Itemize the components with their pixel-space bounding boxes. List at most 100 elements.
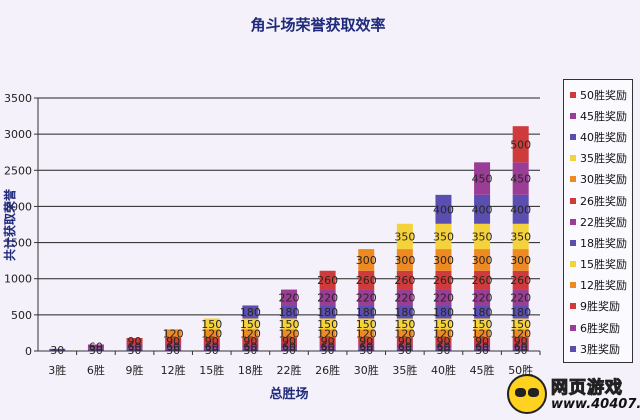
x-tick-label: 22胜 <box>277 363 302 377</box>
data-label: 180 <box>510 306 531 319</box>
bar-segment <box>474 249 491 271</box>
data-label: 90 <box>243 335 257 348</box>
data-label: 90 <box>398 335 412 348</box>
bar-segment <box>281 329 297 338</box>
data-label: 120 <box>433 328 454 341</box>
bar-segment <box>396 344 413 349</box>
bar-segment <box>435 270 452 290</box>
legend-item: 15胜奖励 <box>570 254 632 275</box>
data-label: 60 <box>89 341 103 354</box>
legend-item: 40胜奖励 <box>570 126 632 147</box>
data-label: 90 <box>475 335 489 348</box>
x-tick-label: 18胜 <box>238 363 263 377</box>
bar-segment <box>474 337 491 345</box>
legend-label: 18胜奖励 <box>580 236 627 250</box>
bar-segment <box>396 329 413 338</box>
bar-segment <box>87 348 104 351</box>
bars <box>49 126 529 351</box>
x-tick-label: 12胜 <box>161 363 186 377</box>
bar-segment <box>435 194 452 224</box>
bar-segment <box>435 223 452 250</box>
bar-segment <box>126 337 143 345</box>
data-label: 150 <box>510 318 531 331</box>
bar-segment <box>319 348 336 351</box>
legend-item: 26胜奖励 <box>570 190 632 211</box>
legend-label: 6胜奖励 <box>580 321 620 335</box>
bar-segment <box>512 348 529 351</box>
legend-item: 3胜奖励 <box>570 338 632 359</box>
bar-segment <box>435 305 452 319</box>
bar-segment <box>396 223 413 250</box>
bar-segment <box>512 305 529 319</box>
bar-segment <box>281 305 297 319</box>
data-label: 220 <box>510 292 531 305</box>
bar-segment <box>165 329 182 338</box>
bar-segment <box>281 344 297 349</box>
legend-item: 50胜奖励 <box>570 84 632 105</box>
x-axis-ticks: 3胜 6胜 9胜 12胜 15胜 18胜 22胜 26胜 30胜 35胜 40胜 45胜 50胜 <box>48 351 541 377</box>
data-label: 90 <box>282 335 296 348</box>
y-tick-label: 500 <box>11 309 32 322</box>
legend-item: 30胜奖励 <box>570 169 632 190</box>
bar-segment <box>126 348 143 351</box>
legend-swatch <box>570 176 576 183</box>
data-label: 260 <box>472 274 493 287</box>
data-label: 60 <box>166 341 180 354</box>
legend-item: 45胜奖励 <box>570 105 632 126</box>
bar-segment <box>474 305 491 319</box>
bar-segment <box>512 344 529 349</box>
bar-segment <box>512 289 529 306</box>
data-label: 120 <box>317 328 338 341</box>
data-label: 90 <box>436 335 450 348</box>
data-label: 120 <box>356 328 377 341</box>
bar-segment <box>396 318 413 330</box>
x-tick-label: 9胜 <box>126 363 144 377</box>
bar-segment <box>319 305 336 319</box>
bar-segment <box>396 305 413 319</box>
bar-segment <box>358 270 375 290</box>
data-label: 30 <box>128 344 142 357</box>
legend-label: 50胜奖励 <box>580 88 627 102</box>
legend-swatch <box>570 239 576 246</box>
bar-segment <box>435 344 452 349</box>
bar-segment <box>435 329 452 338</box>
y-axis-label: 共计获取荣誉 <box>2 188 17 261</box>
bar-segment <box>281 289 297 306</box>
bar-segment <box>242 337 259 345</box>
bar-segment <box>203 337 220 345</box>
bar-segment <box>474 329 491 338</box>
data-label: 150 <box>472 318 493 331</box>
bar-segment <box>49 348 66 351</box>
legend-swatch <box>570 155 576 162</box>
bar-segment <box>512 270 529 290</box>
mascot-face-icon <box>507 374 547 414</box>
bar-segment <box>319 318 336 330</box>
y-tick-label: 2500 <box>4 164 32 177</box>
bar-segment <box>319 337 336 345</box>
bar-segment <box>126 344 143 349</box>
bar-segment <box>474 162 491 195</box>
bar-segment <box>474 194 491 224</box>
data-label: 120 <box>201 328 222 341</box>
data-label: 30 <box>475 344 489 357</box>
bar-segment <box>358 318 375 330</box>
bar-segment <box>512 329 529 338</box>
bar-segment <box>512 126 529 163</box>
data-label: 60 <box>514 341 528 354</box>
x-tick-label: 6胜 <box>87 363 105 377</box>
legend-swatch <box>570 218 576 225</box>
data-label: 220 <box>317 292 338 305</box>
data-label: 120 <box>510 328 531 341</box>
bar-segment <box>203 344 220 349</box>
legend-swatch <box>570 324 576 331</box>
bar-segment <box>435 318 452 330</box>
legend-swatch <box>570 112 576 119</box>
data-label: 150 <box>394 318 415 331</box>
bar-segment <box>165 337 182 345</box>
watermark-logo: 网页游戏 www.40407.com <box>505 372 640 418</box>
legend-swatch <box>570 345 576 352</box>
bar-segment <box>396 337 413 345</box>
data-label: 120 <box>279 328 300 341</box>
data-label: 450 <box>472 173 493 186</box>
